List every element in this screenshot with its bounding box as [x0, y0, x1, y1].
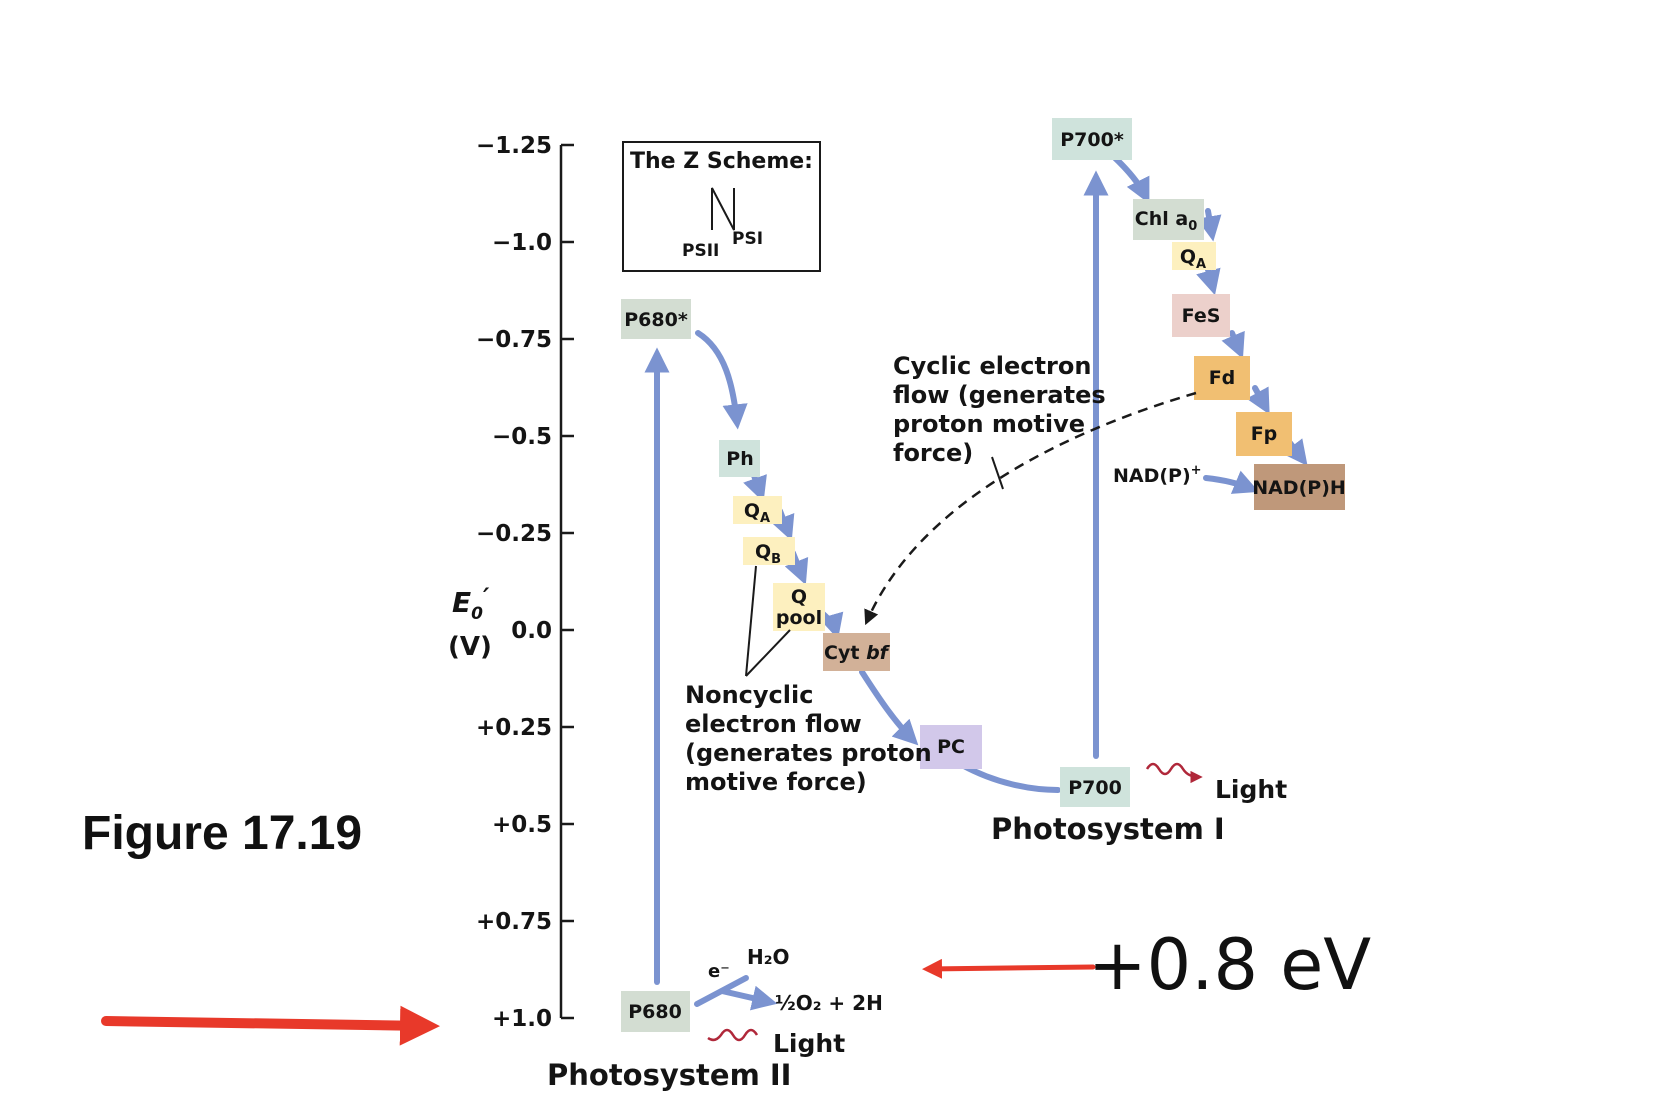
water-label: H₂O [747, 945, 790, 969]
pc-box: PC [920, 725, 982, 769]
electron-path [644, 153, 1308, 1011]
noncyclic-pointers [745, 565, 791, 677]
svg-text:FeS: FeS [1182, 305, 1221, 327]
svg-text:(generates proton: (generates proton [685, 739, 932, 767]
svg-text:pool: pool [776, 607, 822, 629]
photosystem1-label: Photosystem I [991, 812, 1225, 846]
p680-excited-box: P680* [621, 299, 691, 339]
inset-title: The Z Scheme: [630, 149, 813, 174]
flow-pc-p700 [959, 762, 1061, 793]
tick-label: −0.25 [476, 521, 552, 547]
components: P680* Ph QA QB Q pool Cyt bf PC P [621, 118, 1346, 1032]
z-glyph [711, 187, 735, 231]
ps2-light-label: Light [773, 1029, 845, 1058]
qa-box-ps1: QA [1172, 242, 1216, 272]
flow-fp-nadph [1282, 438, 1308, 467]
flow-fd-fp [1246, 385, 1270, 415]
tick-label: 0.0 [511, 618, 552, 644]
axis-unit: (V) [448, 632, 492, 662]
svg-text:Cyt bf: Cyt bf [824, 642, 891, 664]
svg-text:proton motive: proton motive [893, 410, 1085, 438]
tick-label: −1.0 [492, 230, 552, 256]
nadph-box: NAD(P)H [1252, 464, 1346, 510]
electron-label: e⁻ [708, 961, 730, 982]
cyt-bf-box: Cyt bf [823, 633, 891, 671]
ps2-light-squiggle-icon [707, 1028, 759, 1042]
p680-box: P680 [621, 991, 690, 1032]
svg-text:PC: PC [937, 736, 965, 758]
inset-psii: PSII [682, 241, 719, 261]
tick-label: +0.25 [476, 715, 552, 741]
ps1-light-squiggle-icon [1145, 762, 1203, 784]
tick-label: +0.5 [492, 812, 552, 838]
svg-text:Ph: Ph [726, 448, 753, 470]
svg-text:Fp: Fp [1251, 423, 1278, 445]
svg-text:motive force): motive force) [685, 768, 867, 796]
tick-label: −0.75 [476, 327, 552, 353]
svg-text:P680: P680 [628, 1001, 682, 1023]
inset-psi: PSI [732, 229, 763, 249]
energy-gap-label: +0.8 eV [1088, 924, 1372, 1006]
svg-text:Noncyclic: Noncyclic [685, 681, 813, 709]
axis-tick-marks [561, 143, 574, 1020]
p700-excited-box: P700* [1052, 118, 1132, 160]
fd-box: Fd [1194, 356, 1250, 400]
flow-nadp-nadph [1203, 470, 1259, 494]
oxygen-label: ½O₂ + 2H [775, 991, 883, 1015]
noncyclic-annotation: Noncyclic electron flow (generates proto… [685, 681, 932, 796]
nadp-label: NAD(P)+ [1113, 463, 1202, 487]
svg-text:flow (generates: flow (generates [893, 381, 1106, 409]
photosystem2-label: Photosystem II [547, 1058, 791, 1092]
svg-text:Fd: Fd [1209, 367, 1236, 389]
qb-box: QB [743, 537, 795, 567]
p700-box: P700 [1060, 767, 1130, 807]
svg-text:QB: QB [755, 541, 781, 567]
svg-text:Cyclic electron: Cyclic electron [893, 352, 1091, 380]
axis-title: E0′ (V) [448, 583, 492, 662]
flow-p680star-ph [695, 330, 748, 430]
flow-cytbf-pc [859, 669, 919, 746]
svg-text:P700: P700 [1068, 777, 1122, 799]
tick-label: −1.25 [476, 133, 552, 159]
figure-caption: Figure 17.19 [82, 807, 363, 860]
flow-chla0-qa [1196, 208, 1222, 242]
red-arrow-right [922, 958, 1096, 979]
svg-text:Chl a0: Chl a0 [1135, 208, 1197, 234]
qa-box-ps2: QA [733, 496, 782, 526]
svg-text:Q: Q [791, 586, 807, 608]
svg-text:P700*: P700* [1060, 129, 1124, 151]
chl-a0-box: Chl a0 [1133, 199, 1204, 240]
cyclic-annotation: Cyclic electron flow (generates proton m… [893, 352, 1106, 467]
cyclic-label-pointer [991, 456, 1004, 490]
red-arrow-left [101, 1005, 440, 1046]
svg-text:P680*: P680* [624, 309, 688, 331]
flow-fes-fd [1221, 330, 1245, 359]
svg-text:electron flow: electron flow [685, 710, 862, 738]
z-scheme-inset: The Z Scheme: PSII PSI [622, 141, 821, 272]
flow-p700star-chla0 [1110, 153, 1150, 204]
ps1-light-label: Light [1215, 775, 1287, 804]
oxygen-arrow [719, 985, 778, 1011]
energy-axis: −1.25 −1.0 −0.75 −0.5 −0.25 0.0 +0.25 +0… [448, 133, 574, 1032]
cyclic-flow-arrow [864, 391, 1197, 626]
svg-text:force): force) [893, 439, 973, 467]
svg-text:E0′: E0′ [452, 583, 490, 624]
tick-label: +0.75 [476, 909, 552, 935]
fp-box: Fp [1236, 412, 1292, 456]
ph-box: Ph [719, 440, 760, 477]
fes-box: FeS [1172, 294, 1230, 337]
svg-text:QA: QA [744, 500, 770, 526]
svg-text:QA: QA [1180, 246, 1206, 272]
tick-label: −0.5 [492, 424, 552, 450]
svg-text:NAD(P)H: NAD(P)H [1252, 477, 1346, 499]
q-pool-box: Q pool [773, 583, 825, 631]
tick-label: +1.0 [492, 1006, 552, 1032]
